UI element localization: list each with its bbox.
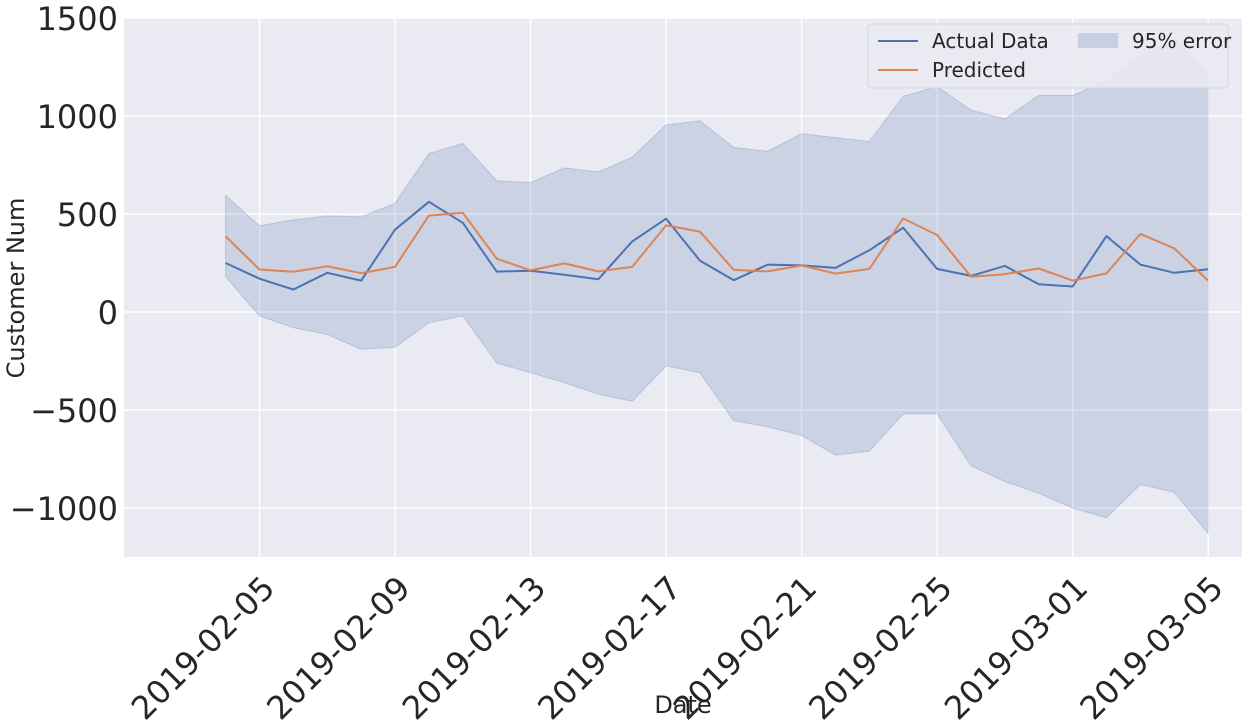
series-line-actual <box>225 200 1209 291</box>
y-tick-label: −500 <box>30 392 118 430</box>
legend-label-actual: Actual Data <box>932 29 1049 53</box>
y-tick-label: 1000 <box>37 98 118 136</box>
y-axis-ticks: −1000 −500 0 500 1000 1500 <box>10 0 118 528</box>
legend: Actual Data Predicted 95% error <box>867 23 1232 89</box>
plot-area <box>124 18 1242 557</box>
series-layer <box>224 200 1209 291</box>
series-line-predicted <box>224 211 1209 282</box>
error-band <box>225 36 1209 535</box>
legend-box <box>867 23 1229 89</box>
error-band-layer <box>225 36 1209 535</box>
y-tick-label: −1000 <box>10 490 118 528</box>
y-tick-label: 0 <box>98 294 118 332</box>
y-tick-label: 500 <box>57 196 118 234</box>
legend-label-predicted: Predicted <box>932 58 1026 82</box>
x-axis-label: Date <box>654 691 711 719</box>
y-tick-label: 1500 <box>37 0 118 38</box>
legend-label-error-band: 95% error <box>1132 29 1232 53</box>
x-tick-label: 2019-03-05 <box>1072 569 1230 724</box>
grid-lines <box>124 17 1242 557</box>
legend-swatch-error-band <box>1078 33 1118 48</box>
y-axis-label: Customer Num <box>2 198 30 379</box>
